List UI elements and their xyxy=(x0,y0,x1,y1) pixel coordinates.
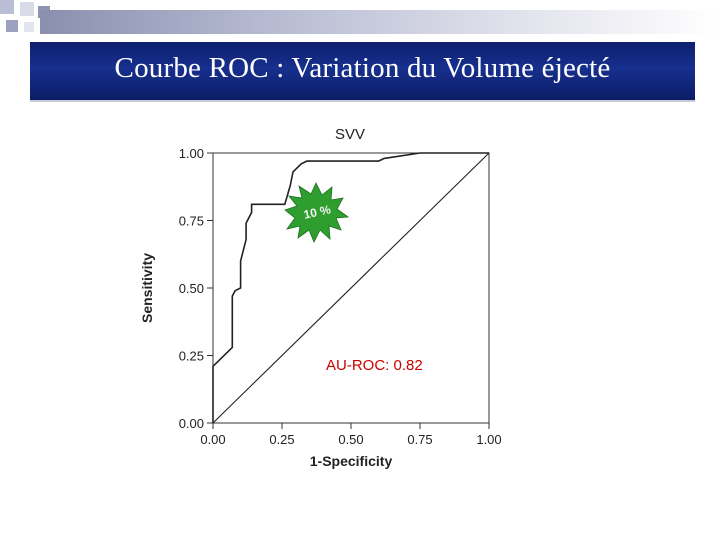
x-tick-label: 0.75 xyxy=(407,432,432,447)
title-bar: Courbe ROC : Variation du Volume éjecté xyxy=(30,42,695,102)
x-tick-label: 0.25 xyxy=(269,432,294,447)
y-tick-label: 0.50 xyxy=(179,281,204,296)
x-axis-ticks: 0.00 0.25 0.50 0.75 1.00 xyxy=(200,423,502,447)
threshold-badge: 10 % xyxy=(284,182,350,243)
chart-title: SVV xyxy=(335,126,365,143)
threshold-label: 10 % xyxy=(302,202,332,221)
y-tick-label: 0.25 xyxy=(179,349,204,364)
y-tick-label: 0.00 xyxy=(179,416,204,431)
x-tick-label: 0.50 xyxy=(338,432,363,447)
starburst-badge xyxy=(284,182,350,243)
x-axis-label: 1-Specificity xyxy=(310,453,393,469)
y-axis-ticks: 0.00 0.25 0.50 0.75 1.00 xyxy=(179,146,213,431)
roc-curve xyxy=(212,152,489,423)
auc-label: AU-ROC: 0.82 xyxy=(326,357,423,374)
x-tick-label: 0.00 xyxy=(200,432,225,447)
slide-title: Courbe ROC : Variation du Volume éjecté xyxy=(114,52,611,84)
x-tick-label: 1.00 xyxy=(476,432,501,447)
y-axis-label: Sensitivity xyxy=(139,253,155,323)
y-tick-label: 0.75 xyxy=(179,214,204,229)
y-tick-label: 1.00 xyxy=(179,146,204,161)
reference-diagonal xyxy=(212,152,490,424)
header-gradient-bar xyxy=(40,10,720,34)
